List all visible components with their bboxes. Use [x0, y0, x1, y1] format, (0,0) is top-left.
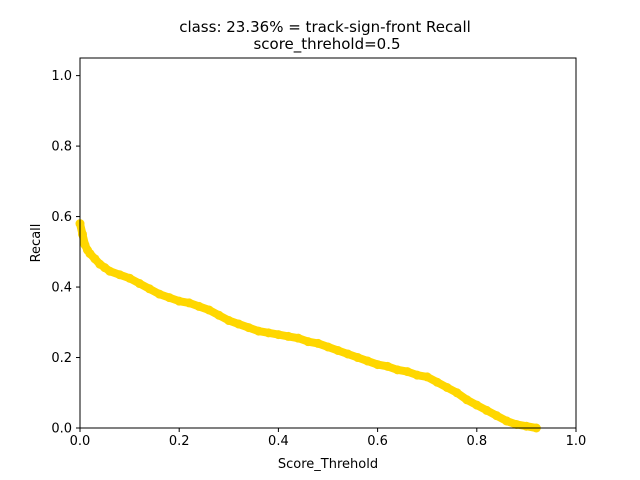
y-tick-label: 0.8	[51, 140, 72, 155]
plot-frame	[79, 57, 577, 429]
data-point	[353, 353, 363, 363]
chart-title: class: 23.36% = track-sign-front Recall	[179, 18, 471, 36]
data-point	[422, 372, 432, 382]
y-axis-label: Recall	[29, 224, 44, 263]
x-tick-label: 1.0	[566, 434, 587, 449]
data-point	[482, 405, 492, 415]
data-point	[283, 331, 293, 341]
data-point	[402, 367, 412, 377]
data-point	[333, 345, 343, 355]
data-point	[343, 349, 353, 359]
x-tick-label: 0.4	[268, 434, 289, 449]
data-point	[293, 333, 303, 343]
data-point	[164, 293, 174, 303]
data-point	[521, 421, 531, 431]
data-point	[323, 342, 333, 352]
data-point	[234, 319, 244, 329]
data-point	[502, 416, 512, 426]
y-tick-label: 0.4	[51, 281, 72, 296]
y-tick-label: 1.0	[51, 69, 72, 84]
data-point	[77, 229, 87, 239]
data-point	[174, 296, 184, 306]
y-tick-label: 0.2	[51, 351, 72, 366]
data-point	[204, 305, 214, 315]
data-point	[214, 310, 224, 320]
data-point	[442, 382, 452, 392]
series-band	[76, 219, 541, 432]
data-point	[125, 273, 135, 283]
data-points	[75, 219, 541, 433]
x-axis-label: Score_Threhold	[278, 457, 378, 472]
data-point	[392, 365, 402, 375]
data-point	[472, 400, 482, 410]
data-point	[184, 298, 194, 308]
y-tick-label: 0.6	[51, 210, 72, 225]
data-point	[303, 337, 313, 347]
data-point	[492, 411, 502, 421]
data-point	[383, 361, 393, 371]
data-point	[273, 330, 283, 340]
data-point	[105, 266, 115, 276]
x-tick-label: 0.8	[466, 434, 487, 449]
data-point	[313, 338, 323, 348]
data-point	[432, 377, 442, 387]
y-tick-label: 0.0	[51, 422, 72, 437]
y-axis-ticks: 0.0 0.2 0.4 0.6 0.8 1.0	[51, 69, 80, 437]
data-point	[363, 356, 373, 366]
data-point	[224, 316, 234, 326]
data-point	[412, 370, 422, 380]
x-axis-ticks: 0.0 0.2 0.4 0.6 0.8 1.0	[70, 428, 587, 449]
x-tick-label: 0.2	[169, 434, 190, 449]
data-point	[115, 270, 125, 280]
data-point	[462, 395, 472, 405]
data-point	[194, 301, 204, 311]
x-tick-label: 0.0	[70, 434, 91, 449]
chart-subtitle: score_threhold=0.5	[253, 35, 400, 54]
data-point	[244, 323, 254, 333]
data-point	[452, 388, 462, 398]
data-point	[144, 284, 154, 294]
data-point	[373, 360, 383, 370]
data-point	[135, 279, 145, 289]
x-tick-label: 0.6	[367, 434, 388, 449]
data-point	[154, 289, 164, 299]
data-point	[254, 326, 264, 336]
data-point	[263, 328, 273, 338]
data-point	[511, 419, 521, 429]
